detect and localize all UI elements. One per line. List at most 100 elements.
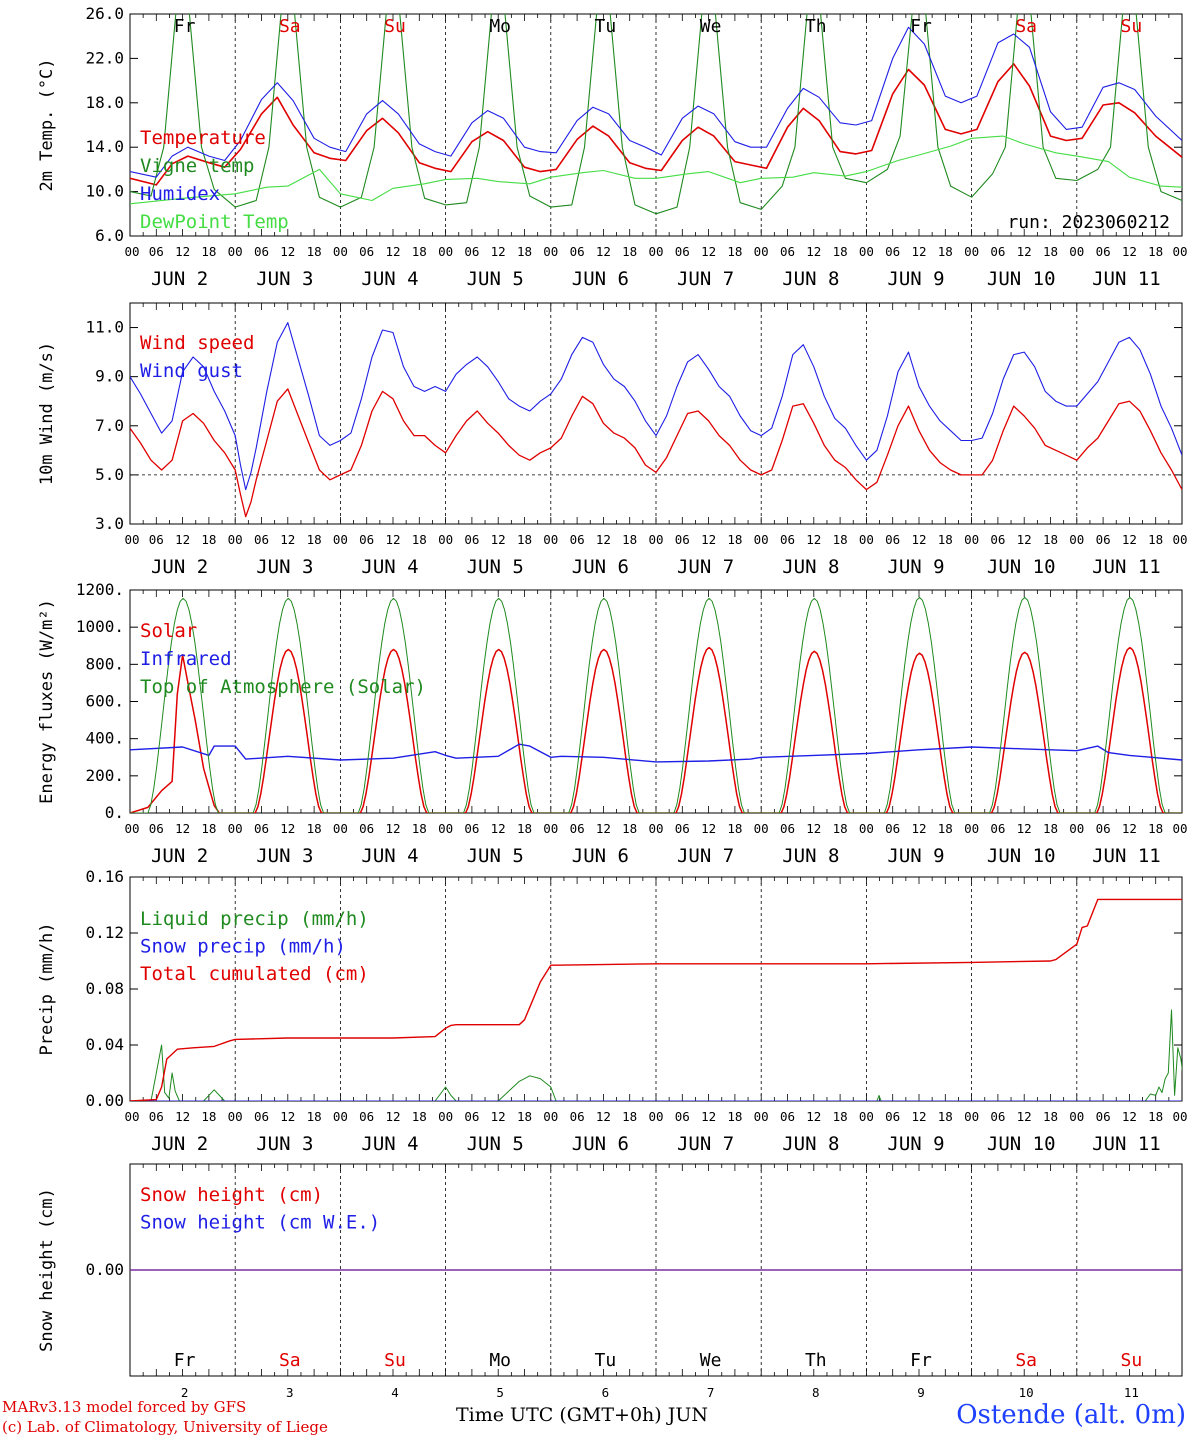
hour-tick-label: 18 [833,821,848,836]
date-label: JUN 8 [782,1133,839,1155]
hour-tick-label: 18 [938,821,953,836]
hour-tick-label: 00 [543,244,558,259]
hour-tick-label: 06 [885,244,900,259]
hour-tick-label: 06 [1096,532,1111,547]
y-tick-label: 1200. [76,580,124,599]
hour-tick-label: 06 [570,1109,585,1124]
hour-tick-label: 06 [254,1109,269,1124]
y-tick-label: 3.0 [95,514,124,533]
y-axis-label: 10m Wind (m/s) [37,342,57,485]
date-label: JUN 3 [256,1133,313,1155]
date-label: JUN 2 [151,845,208,867]
date-label: JUN 3 [256,556,313,578]
hour-tick-label: 06 [780,1109,795,1124]
hour-tick-label: 12 [1122,1109,1137,1124]
hour-tick-label: 18 [412,532,427,547]
date-label: JUN 4 [361,1133,418,1155]
hour-tick-label: 18 [307,244,322,259]
hour-tick-label: 06 [149,244,164,259]
hour-tick-label: 18 [622,821,637,836]
hour-tick-label: 18 [517,821,532,836]
legend-entry: Snow height (cm W.E.) [140,1212,380,1234]
y-tick-label: 7.0 [95,416,124,435]
panel-energy: 0. 200. 400. 600. 800. 1000. 1200. Energy fluxe… [37,580,1188,867]
hour-tick-label: 12 [280,1109,295,1124]
date-label: JUN 3 [256,268,313,290]
hour-tick-label: 06 [149,1109,164,1124]
weekday-label: Sa [279,1350,301,1371]
hour-tick-label: 00 [543,532,558,547]
date-label: JUN 5 [467,556,524,578]
hour-tick-label: 18 [307,1109,322,1124]
weekday-label: Su [1121,1350,1143,1371]
y-tick-label: 1000. [76,617,124,636]
hour-tick-label: 18 [201,1109,216,1124]
date-label: JUN 7 [677,268,734,290]
y-tick-label: 9.0 [95,367,124,386]
weekday-label: Mo [489,1350,511,1371]
series-line [130,14,1182,215]
hour-tick-label: 00 [1172,821,1187,836]
hour-tick-label: 18 [412,1109,427,1124]
day-number-label: 7 [707,1385,715,1400]
hour-tick-label: 00 [438,244,453,259]
hour-tick-label: 06 [885,821,900,836]
weekday-label: We [700,1350,722,1371]
hour-tick-label: 06 [675,244,690,259]
panel-temperature: 6.0 10.0 14.0 18.0 22.0 26.0 2m Temp. (°C) Temp… [37,4,1188,290]
day-number-label: 4 [391,1385,399,1400]
hour-tick-label: 00 [964,532,979,547]
weekday-label: Fr [910,1350,932,1371]
hour-tick-label: 12 [701,821,716,836]
series-line [130,388,1182,518]
hour-tick-label: 00 [754,1109,769,1124]
series-group [130,898,1182,1101]
hour-tick-label: 18 [517,532,532,547]
hour-tick-label: 06 [1096,244,1111,259]
time-axis-label: Time UTC (GMT+0h) JUN [456,1404,708,1426]
legend-entry: Humidex [140,183,220,205]
legend-entry: Temperature [140,127,266,149]
hour-tick-label: 06 [780,821,795,836]
date-label: JUN 11 [1092,268,1161,290]
day-number-label: 5 [496,1385,504,1400]
hour-tick-label: 12 [385,821,400,836]
date-label: JUN 6 [572,556,629,578]
date-label: JUN 7 [677,845,734,867]
y-tick-label: 6.0 [95,226,124,245]
hour-tick-label: 00 [754,532,769,547]
hour-tick-label: 06 [464,244,479,259]
date-label: JUN 4 [361,556,418,578]
hour-tick-label: 12 [491,532,506,547]
weekday-label: Su [1121,16,1143,37]
date-label: JUN 6 [572,268,629,290]
hour-tick-label: 12 [175,532,190,547]
day-number-label: 2 [181,1385,189,1400]
hour-tick-label: 18 [727,1109,742,1124]
hour-tick-label: 06 [464,532,479,547]
hour-tick-label: 12 [596,532,611,547]
date-label: JUN 2 [151,268,208,290]
date-label: JUN 10 [987,845,1056,867]
hour-tick-label: 12 [280,532,295,547]
date-label: JUN 11 [1092,845,1161,867]
hour-tick-label: 18 [833,244,848,259]
hour-tick-label: 06 [464,1109,479,1124]
weekday-label: Tu [595,16,617,37]
hour-tick-label: 18 [307,532,322,547]
series-group [130,596,1182,813]
legend-entry: Wind gust [140,360,243,382]
hour-tick-label: 06 [359,244,374,259]
legend-entry: DewPoint Temp [140,211,289,233]
series-line [130,646,1182,813]
weekday-label: Fr [174,16,196,37]
hour-tick-label: 00 [1069,532,1084,547]
hour-tick-label: 00 [333,821,348,836]
series-line [130,596,1182,813]
y-axis-label: Precip (mm/h) [37,922,57,1055]
hour-tick-label: 12 [806,244,821,259]
hour-tick-label: 06 [675,1109,690,1124]
date-label: JUN 6 [572,845,629,867]
date-label: JUN 9 [887,845,944,867]
y-tick-label: 0. [105,803,124,822]
